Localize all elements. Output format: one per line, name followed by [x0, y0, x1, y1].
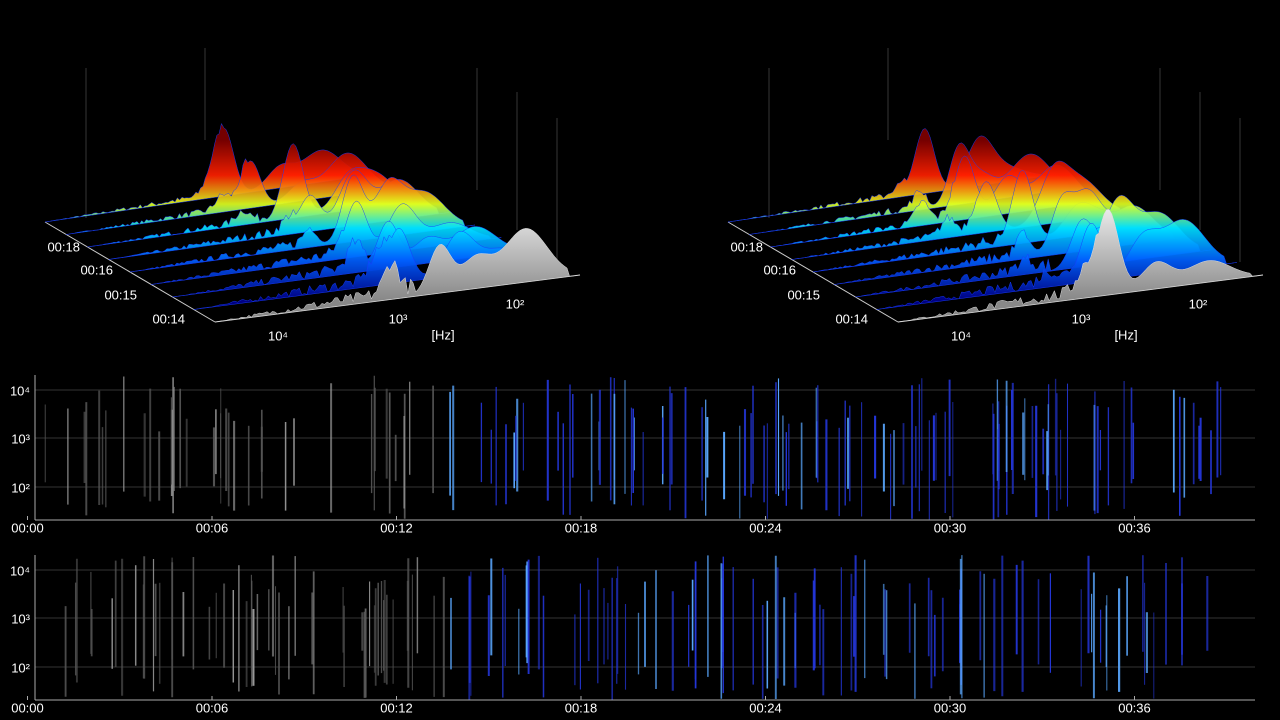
spectrum-surface: [172, 220, 528, 298]
time-label: 00:16: [80, 262, 113, 277]
y-tick-label: 10⁴: [10, 563, 30, 578]
y-tick-label: 10²: [11, 480, 30, 495]
x-tick-label: 00:36: [1118, 520, 1151, 535]
freq-label: 10³: [1072, 311, 1091, 326]
freq-label: 10²: [1189, 296, 1208, 311]
x-tick-label: 00:30: [934, 700, 967, 715]
x-tick-label: 00:18: [565, 520, 598, 535]
time-label: 00:18: [47, 239, 80, 254]
x-tick-label: 00:00: [11, 520, 44, 535]
freq-unit: [Hz]: [431, 327, 454, 342]
x-tick-label: 00:06: [196, 520, 229, 535]
spectrum-surface: [791, 160, 1132, 260]
time-label: 00:14: [835, 311, 868, 326]
spectrum-surface: [855, 194, 1211, 298]
x-tick-label: 00:12: [380, 520, 413, 535]
x-tick-label: 00:06: [196, 700, 229, 715]
y-tick-label: 10⁴: [10, 383, 30, 398]
x-tick-label: 00:24: [749, 520, 782, 535]
x-tick-label: 00:30: [934, 520, 967, 535]
y-tick-label: 10²: [11, 660, 30, 675]
spectrogram-plot: 10⁴ 10³ 10² 00:00 00:06 00:12 00:18 00:24 00:30 0…: [10, 375, 1255, 535]
time-label: 00:15: [787, 287, 820, 302]
time-label: 00:15: [104, 287, 137, 302]
time-label: 00:18: [730, 239, 763, 254]
spectrum-surface: [151, 200, 502, 285]
x-tick-label: 00:00: [11, 700, 44, 715]
freq-unit: [Hz]: [1114, 327, 1137, 342]
y-tick-label: 10³: [11, 431, 30, 446]
x-tick-label: 00:12: [380, 700, 413, 715]
spectrum-surface: [876, 219, 1237, 310]
spectrum-surface: [44, 122, 371, 223]
freq-label: 10⁴: [268, 328, 288, 343]
spectrum-surface: [727, 128, 1054, 223]
x-tick-label: 00:18: [565, 700, 598, 715]
freq-label: 10⁴: [951, 328, 971, 343]
x-tick-label: 00:36: [1118, 700, 1151, 715]
freq-label: 10²: [506, 296, 525, 311]
time-label: 00:16: [763, 262, 796, 277]
spectrum-surface: [66, 152, 397, 235]
spectrogram-plot: 10⁴ 10³ 10² 00:00 00:06 00:12 00:18 00:24 00:30 0…: [10, 555, 1255, 715]
spectrum-surface: [214, 228, 581, 323]
spectrum-surface: [897, 209, 1264, 323]
spectrum-surface: [193, 227, 554, 310]
time-label: 00:14: [152, 311, 185, 326]
x-tick-label: 00:24: [749, 700, 782, 715]
spectrum-surface: [129, 174, 476, 273]
freq-label: 10³: [389, 311, 408, 326]
y-tick-label: 10³: [11, 611, 30, 626]
